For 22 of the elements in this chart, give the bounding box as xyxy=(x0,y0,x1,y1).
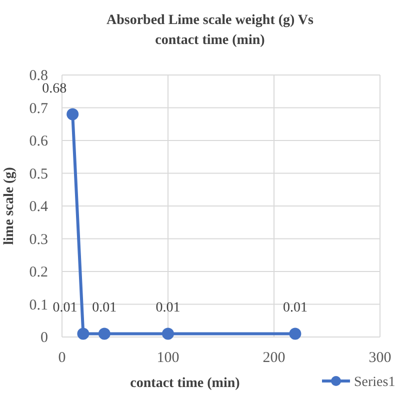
data-label: 0.01 xyxy=(282,300,308,316)
y-tick-label: 0.5 xyxy=(29,166,48,182)
x-tick-label: 200 xyxy=(262,350,286,366)
legend-label: Series1 xyxy=(354,375,396,390)
x-tick-label: 0 xyxy=(58,350,66,366)
chart-title: Absorbed Lime scale weight (g) Vs contact time (min) xyxy=(106,13,314,48)
data-label: 0.01 xyxy=(156,300,180,316)
y-tick-label: 0.6 xyxy=(29,134,48,150)
y-tick-label: 0.3 xyxy=(29,232,48,248)
y-axis-title: lime scale (g) xyxy=(2,166,17,245)
y-tick-label: 0.1 xyxy=(29,297,48,314)
y-tick-label: 0.4 xyxy=(29,199,48,215)
x-axis-title: contact time (min) xyxy=(130,376,240,391)
y-tick-label: 0 xyxy=(40,330,48,346)
y-tick-label: 0.7 xyxy=(29,100,48,117)
y-tick-label: 0.2 xyxy=(29,264,48,280)
data-label: 0.01 xyxy=(92,300,117,316)
y-tick-label: 0.8 xyxy=(29,68,48,84)
data-label: 0.01 xyxy=(52,300,78,316)
x-tick-label: 100 xyxy=(156,350,180,366)
data-label: 0.68 xyxy=(42,81,67,96)
x-tick-label: 300 xyxy=(368,350,392,366)
